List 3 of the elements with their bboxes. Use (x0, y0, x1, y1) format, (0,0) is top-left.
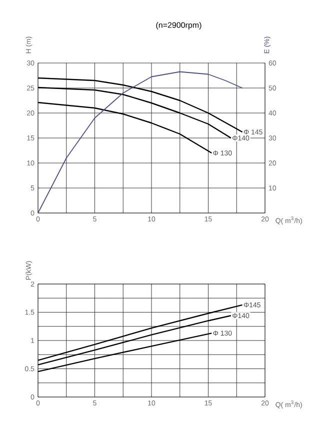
line-series (37, 332, 212, 372)
line-series (37, 102, 212, 154)
chart-title: (n=2900rpm) (156, 22, 202, 30)
